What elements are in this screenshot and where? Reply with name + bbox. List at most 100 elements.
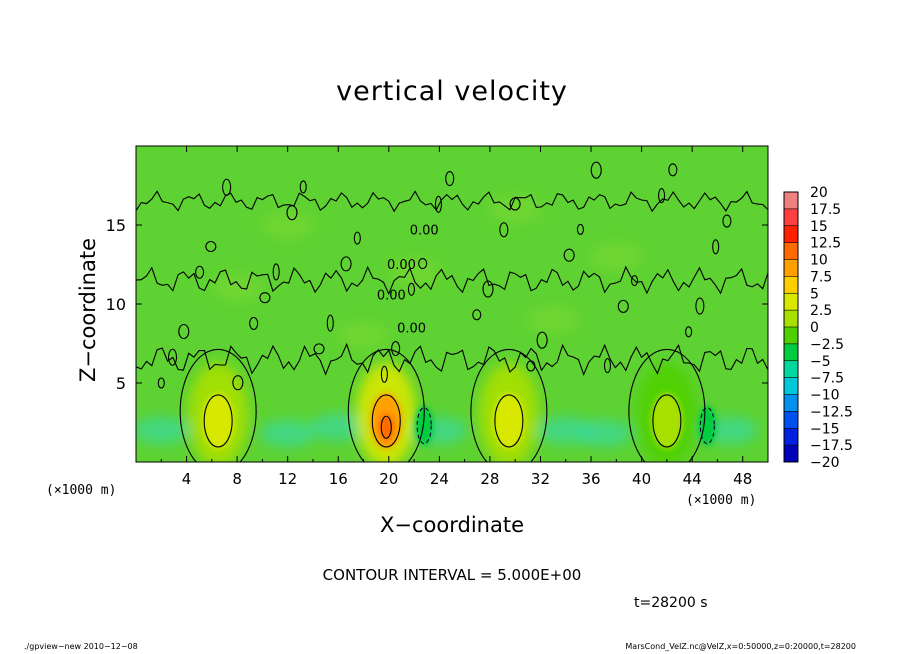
y-axis-label: Z−coordinate: [76, 238, 100, 382]
updraft-peak: [378, 413, 395, 442]
contour-label: 0.00: [377, 288, 406, 303]
colorbar-label: −12.5: [810, 404, 853, 420]
colorbar-swatch: [784, 293, 798, 311]
colorbar-label: −10: [810, 388, 840, 404]
colorbar-label: 10: [810, 253, 828, 269]
velocity-field: [136, 195, 759, 462]
y-tick-label: 10: [106, 295, 126, 314]
contour-loop-small: [482, 280, 494, 298]
contour-loop-small: [722, 214, 732, 228]
colorbar-label: 7.5: [810, 269, 832, 285]
colorbar-label: 17.5: [810, 202, 841, 218]
x-tick-label: 36: [581, 470, 600, 488]
time-label: t=28200 s: [634, 595, 708, 611]
plot-area: 0.00 0.00 0.00 0.00: [135, 145, 769, 463]
contour-loop-small: [178, 323, 190, 340]
field-patch: [261, 211, 314, 239]
contour-loop-small: [232, 375, 244, 391]
contour-loop-small: [249, 316, 259, 330]
contour-line: [136, 342, 768, 377]
downdraft-band: [136, 416, 190, 445]
contour-loop-small: [445, 170, 455, 187]
contour-loop-small: [167, 348, 178, 366]
y-tick-label: 5: [116, 374, 126, 393]
field-patch: [211, 274, 264, 303]
contour-label: 0.00: [397, 321, 426, 336]
colorbar-label: −7.5: [810, 371, 844, 387]
colorbar-label: 0: [810, 320, 819, 336]
contour-interval: CONTOUR INTERVAL = 5.000E+00: [322, 566, 582, 584]
contour-lines: 0.00 0.00 0.00 0.00: [136, 161, 768, 462]
colorbar-swatch: [784, 428, 798, 446]
colorbar-label: 2.5: [810, 303, 832, 319]
contour-loop-small: [299, 180, 307, 194]
colorbar-swatch: [784, 360, 798, 378]
x-tick-label: 44: [683, 470, 702, 488]
colorbar-label: −5: [810, 354, 831, 370]
x-axis-label: X−coordinate: [380, 513, 524, 537]
contour-loop-small: [272, 263, 280, 281]
contour-loop: [347, 348, 425, 462]
x-unit-label-left: (×1000 m): [46, 483, 117, 498]
contour-loop-small: [526, 360, 536, 372]
updraft-core: [650, 392, 683, 449]
colorbar-swatch: [784, 445, 798, 462]
contour-dashed: [416, 407, 432, 445]
colorbar-swatch: [784, 377, 798, 395]
x-tick-label: 24: [430, 470, 449, 488]
contour-line: [136, 190, 768, 213]
downdraft-core: [415, 405, 434, 446]
contour-loop-small: [205, 240, 217, 253]
colorbar-label: 5: [810, 286, 819, 302]
contour-loop-small: [259, 292, 271, 304]
contour-loop-small: [286, 205, 298, 221]
contour-loop: [179, 348, 257, 462]
colorbar-swatch: [784, 225, 798, 243]
contour-loop-small: [603, 358, 612, 374]
footer-left: ./gpview−new 2010−12−08: [24, 642, 138, 651]
contour-loop-small: [695, 297, 705, 315]
contour-loop: [203, 394, 233, 448]
contour-loop: [470, 348, 548, 462]
contour-loop-small: [630, 275, 639, 287]
y-tick-label: 15: [106, 216, 126, 235]
downdraft-core: [698, 405, 717, 446]
contour-loop-small: [326, 314, 334, 332]
x-unit-label-right: (×1000 m): [686, 493, 757, 508]
contour-loop-small: [313, 343, 325, 355]
contour-loop-small: [472, 309, 482, 321]
contour-loop-small: [685, 326, 693, 338]
contour-loop-small: [340, 256, 352, 272]
x-tick-label: 4: [182, 470, 192, 488]
contour-loop: [494, 394, 524, 448]
colorbar-label: 15: [810, 219, 828, 235]
colorbar-label: 12.5: [810, 236, 841, 252]
chart-title: vertical velocity: [336, 76, 568, 107]
contour-loop: [371, 394, 401, 448]
contour-loop: [628, 348, 706, 462]
field-patch: [337, 321, 390, 350]
contour-loop-small: [499, 222, 509, 238]
x-tick-label: 12: [278, 470, 297, 488]
downdraft-band: [310, 413, 367, 442]
contour-loop-small: [576, 223, 584, 235]
contour-label: 0.00: [410, 223, 439, 238]
contour-loop-small: [391, 341, 401, 357]
contour-loop-small: [157, 377, 165, 389]
colorbar: 2017.51512.5107.552.50−2.5−5−7.5−10−12.5…: [783, 185, 853, 471]
x-tick-label: 20: [379, 470, 398, 488]
colorbar-swatch: [784, 343, 798, 361]
x-tick-label: 40: [632, 470, 651, 488]
updraft-core: [202, 392, 235, 449]
colorbar-swatch: [784, 394, 798, 412]
x-tick-label: 28: [480, 470, 499, 488]
contour-loop-small: [353, 231, 361, 245]
y-axis: 5 10 15: [106, 216, 768, 393]
colorbar-label: 20: [810, 185, 828, 201]
downdraft-band: [575, 419, 632, 448]
colorbar-label: −17.5: [810, 438, 853, 454]
contour-line: [136, 265, 768, 296]
colorbar-swatch: [784, 192, 798, 209]
contour-loop: [652, 394, 682, 448]
colorbar-label: −20: [810, 455, 840, 471]
